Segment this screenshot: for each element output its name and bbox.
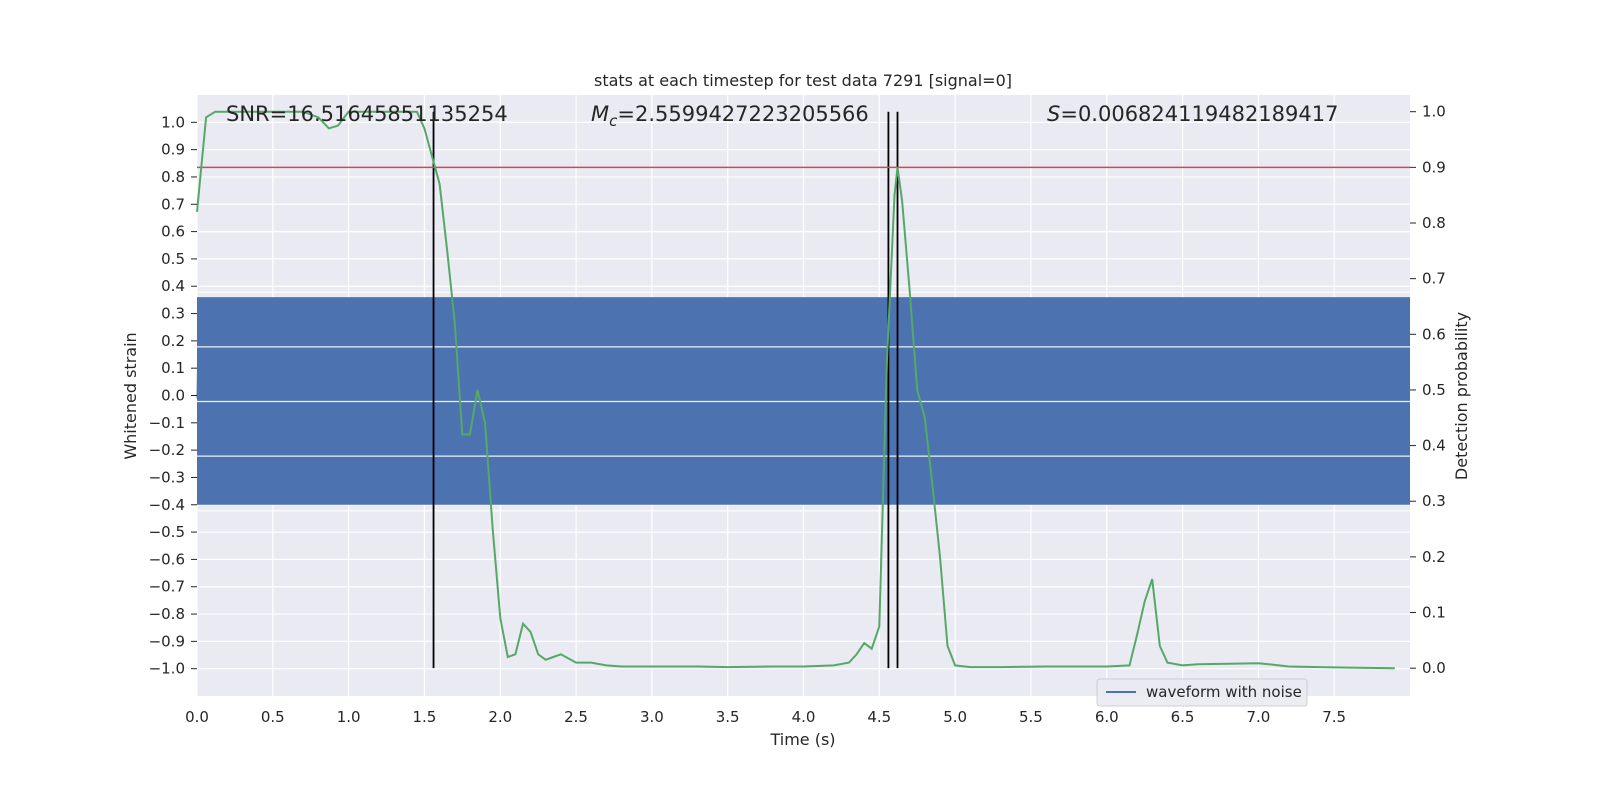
x-tick-labels: 0.0 0.5 1.0 1.5 2.0 2.5 3.0 3.5 4.0 4.5 5.0 5.5 6.0 6… (185, 708, 1346, 726)
x-tick-label: 4.0 (792, 708, 816, 726)
x-tick-label: 3.0 (640, 708, 664, 726)
y-tick-label: 0.0 (161, 387, 185, 405)
x-tick-label: 4.5 (867, 708, 891, 726)
y2-tick-label: 0.3 (1422, 492, 1446, 510)
y-tick-label: −0.9 (149, 632, 185, 650)
y2-tick-label: 1.0 (1422, 103, 1446, 121)
y-tick-label: 0.8 (161, 168, 185, 186)
y2-tick-label: 0.5 (1422, 381, 1446, 399)
s-symbol: S (1047, 102, 1060, 126)
legend-box (1096, 678, 1308, 707)
x-tick-label: 2.0 (488, 708, 512, 726)
y-axis-label: Whitened strain (121, 332, 140, 459)
y-tick-label: −1.0 (149, 660, 185, 678)
x-tick-label: 0.5 (261, 708, 285, 726)
x-tick-label: 7.5 (1322, 708, 1346, 726)
y-tick-label: 0.4 (161, 277, 185, 295)
x-tick-label: 5.0 (943, 708, 967, 726)
s-annotation: S=0.006824119482189417 (1047, 102, 1338, 126)
x-tick-label: 6.0 (1095, 708, 1119, 726)
mc-value: =2.5599427223205566 (617, 102, 868, 126)
y-tick-label: −0.1 (149, 414, 185, 432)
x-tick-label: 5.5 (1019, 708, 1043, 726)
y-tick-label: −0.5 (149, 523, 185, 541)
y-tick-label: 0.6 (161, 223, 185, 241)
y-tick-label: −0.6 (149, 550, 185, 568)
x-axis-label: Time (s) (769, 730, 835, 749)
y-tick-label: −0.3 (149, 468, 185, 486)
y-tick-label: −0.7 (149, 578, 185, 596)
x-tick-label: 7.0 (1246, 708, 1270, 726)
y-tick-label: 0.2 (161, 332, 185, 350)
detection-probability-line (196, 110, 1395, 670)
y-tick-label: −0.2 (149, 441, 185, 459)
y2-tick-label: 0.2 (1422, 548, 1446, 566)
x-tick-label: 1.5 (413, 708, 437, 726)
chart-title: stats at each timestep for test data 729… (594, 71, 1012, 90)
y-tick-label: 0.5 (161, 250, 185, 268)
y-tick-label: 1.0 (161, 113, 185, 131)
chirp-mass-annotation: Mc=2.5599427223205566 (591, 102, 869, 130)
mc-symbol: M (591, 102, 609, 126)
y-tick-label: −0.8 (149, 605, 185, 623)
legend: waveform with noise (1096, 678, 1308, 707)
snr-annotation: SNR=16.51645851135254 (226, 102, 508, 126)
x-tick-label: 0.0 (185, 708, 209, 726)
s-value: =0.006824119482189417 (1060, 102, 1338, 126)
x-tick-label: 2.5 (564, 708, 588, 726)
y2-tick-label: 0.8 (1422, 214, 1446, 232)
y-tick-labels: 1.0 0.9 0.8 0.7 0.6 0.5 0.4 0.3 0.2 0.1 0.0 −0.1 −0.… (149, 113, 197, 678)
y2-tick-label: 0.9 (1422, 158, 1446, 176)
mc-subscript: c (609, 112, 618, 130)
vertical-lines (432, 111, 899, 669)
y2-tick-label: 0.4 (1422, 437, 1446, 455)
y-tick-label: 0.1 (161, 359, 185, 377)
waveform-series (196, 291, 1410, 512)
x-tick-label: 3.5 (716, 708, 740, 726)
x-tick-label: 1.0 (337, 708, 361, 726)
x-tick-label: 6.5 (1171, 708, 1195, 726)
y2-tick-label: 0.7 (1422, 270, 1446, 288)
y-tick-label: 0.9 (161, 141, 185, 159)
y-tick-label: 0.7 (161, 195, 185, 213)
y2-tick-labels: 1.0 0.9 0.8 0.7 0.6 0.5 0.4 0.3 0.2 0.1 0.0 (1410, 103, 1446, 677)
y-tick-label: 0.3 (161, 305, 185, 323)
y2-tick-label: 0.1 (1422, 604, 1446, 622)
y2-axis-label: Detection probability (1452, 312, 1471, 480)
y2-tick-label: 0.6 (1422, 325, 1446, 343)
legend-label: waveform with noise (1146, 683, 1302, 701)
y2-tick-label: 0.0 (1422, 659, 1446, 677)
y-tick-label: −0.4 (149, 496, 185, 514)
